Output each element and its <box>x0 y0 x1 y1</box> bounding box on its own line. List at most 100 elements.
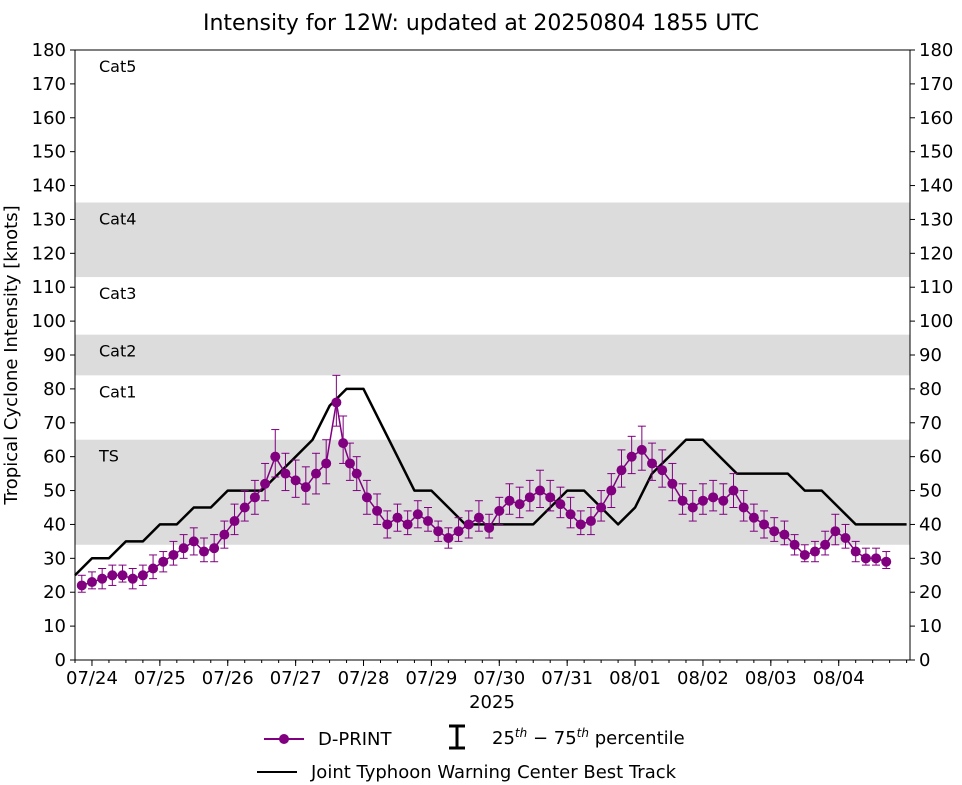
dprint-point <box>137 570 148 581</box>
dprint-point <box>423 516 434 527</box>
dprint-point <box>769 526 780 537</box>
dprint-point <box>249 492 260 503</box>
y-tick-label-left: 20 <box>43 582 66 603</box>
y-tick-label-right: 140 <box>919 176 953 197</box>
dprint-point <box>338 438 349 449</box>
dprint-point <box>168 549 179 560</box>
dprint-point <box>463 519 474 530</box>
dprint-point <box>789 539 800 550</box>
dprint-point <box>290 475 301 486</box>
dprint-point <box>687 502 698 513</box>
y-tick-label-right: 40 <box>919 514 942 535</box>
dprint-point <box>575 519 586 530</box>
dprint-point <box>718 495 729 506</box>
y-tick-label-right: 30 <box>919 548 942 569</box>
legend-percentile-label: 25th − 75th percentile <box>492 726 685 749</box>
y-tick-label-left: 110 <box>32 277 66 298</box>
dprint-point <box>738 502 749 513</box>
dprint-point <box>535 485 546 496</box>
dprint-point <box>616 465 627 476</box>
x-tick-label: 07/27 <box>270 668 322 689</box>
dprint-point <box>76 580 87 591</box>
x-tick-label: 08/02 <box>677 668 729 689</box>
dprint-point <box>433 526 444 537</box>
dprint-point <box>344 458 355 469</box>
dprint-point <box>860 553 871 564</box>
y-tick-label-left: 30 <box>43 548 66 569</box>
dprint-point <box>188 536 199 547</box>
chart-title: Intensity for 12W: updated at 20250804 1… <box>203 11 759 36</box>
dprint-point <box>402 519 413 530</box>
dprint-point <box>850 546 861 557</box>
dprint-point <box>871 553 882 564</box>
y-axis-right: 0 10 20 30 40 50 60 70 80 90 100 110 120 130 140 150 160… <box>910 40 953 671</box>
legend-dprint-marker <box>279 734 289 744</box>
dprint-point <box>443 533 454 543</box>
dprint-point <box>626 451 637 462</box>
dprint-point <box>708 492 719 503</box>
series-dprint <box>76 374 892 593</box>
dprint-point <box>596 502 607 513</box>
dprint-point <box>820 539 831 550</box>
category-label-cat5: Cat5 <box>99 57 136 76</box>
category-bands <box>75 202 910 545</box>
y-tick-label-right: 180 <box>919 40 953 61</box>
x-tick-label: 08/04 <box>813 668 865 689</box>
dprint-point <box>830 526 841 537</box>
dprint-point <box>799 549 810 560</box>
category-label-cat4: Cat4 <box>99 210 136 229</box>
y-tick-label-left: 50 <box>43 481 66 502</box>
dprint-point <box>636 444 647 455</box>
dprint-point <box>300 482 311 493</box>
x-tick-label: 07/26 <box>202 668 254 689</box>
y-tick-label-right: 150 <box>919 142 953 163</box>
x-tick-label: 08/01 <box>609 668 661 689</box>
y-tick-label-left: 120 <box>32 243 66 264</box>
y-tick-label-right: 20 <box>919 582 942 603</box>
y-tick-label-left: 70 <box>43 413 66 434</box>
y-tick-label-right: 60 <box>919 447 942 468</box>
dprint-point <box>667 478 678 489</box>
dprint-point <box>239 502 250 513</box>
y-tick-label-left: 90 <box>43 345 66 366</box>
y-tick-label-left: 0 <box>55 650 66 671</box>
dprint-point <box>382 519 393 530</box>
dprint-point <box>748 512 759 523</box>
y-tick-label-right: 100 <box>919 311 953 332</box>
y-tick-label-right: 80 <box>919 379 942 400</box>
dprint-point <box>657 465 668 476</box>
y-tick-label-left: 130 <box>32 209 66 230</box>
dprint-point <box>270 451 281 462</box>
dprint-point <box>107 570 118 581</box>
dprint-point <box>585 516 596 527</box>
x-tick-label: 07/29 <box>405 668 457 689</box>
dprint-point <box>392 512 403 523</box>
dprint-point <box>840 533 851 543</box>
dprint-point <box>524 492 535 503</box>
dprint-point <box>310 468 321 479</box>
dprint-point <box>779 529 790 540</box>
dprint-point <box>361 492 372 503</box>
y-tick-label-left: 40 <box>43 514 66 535</box>
dprint-point <box>219 529 230 540</box>
dprint-point <box>412 509 423 520</box>
y-tick-label-left: 150 <box>32 142 66 163</box>
dprint-point <box>728 485 739 496</box>
dprint-point <box>178 543 189 554</box>
legend: D-PRINT 25th − 75th percentile Joint Typ… <box>257 724 685 783</box>
x-axis-label: 2025 <box>469 692 515 713</box>
dprint-point <box>158 556 169 567</box>
x-tick-label: 08/03 <box>745 668 797 689</box>
category-label-ts: TS <box>98 447 119 466</box>
y-tick-label-left: 140 <box>32 176 66 197</box>
dprint-point <box>280 468 291 479</box>
dprint-point <box>127 573 138 584</box>
y-tick-label-left: 80 <box>43 379 66 400</box>
dprint-point <box>697 495 708 506</box>
dprint-point <box>514 499 525 510</box>
y-tick-label-left: 180 <box>32 40 66 61</box>
y-tick-label-right: 90 <box>919 345 942 366</box>
y-tick-label-right: 70 <box>919 413 942 434</box>
dprint-point <box>86 577 97 588</box>
